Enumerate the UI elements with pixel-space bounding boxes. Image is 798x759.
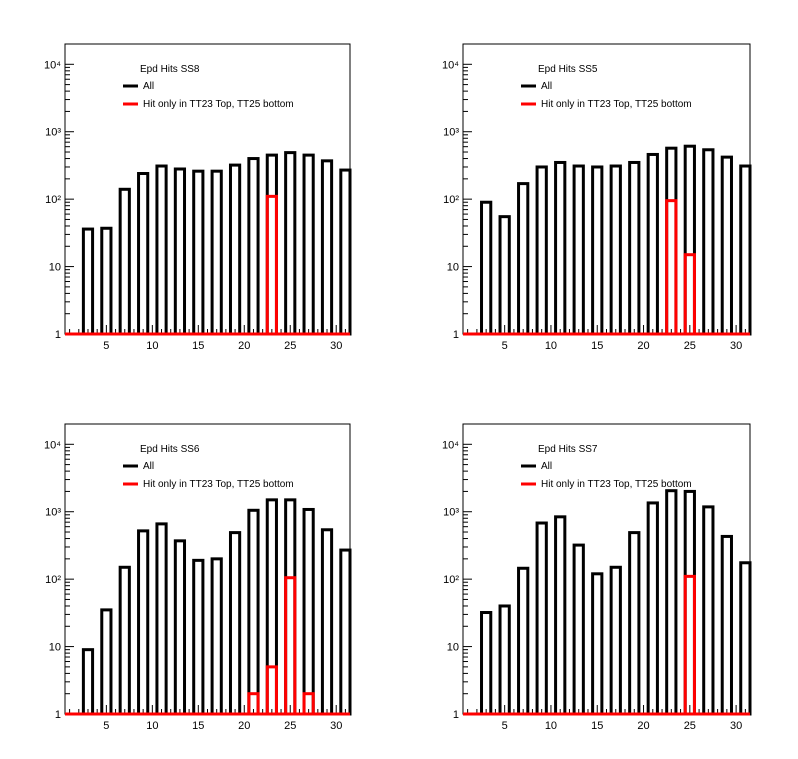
y-tick-label: 10³ xyxy=(443,127,459,139)
y-tick-label: 10² xyxy=(443,574,459,586)
legend-title: Epd Hits SS5 xyxy=(538,64,598,75)
legend-title: Epd Hits SS7 xyxy=(538,444,598,455)
x-tick-label: 10 xyxy=(545,340,557,352)
y-tick-label: 10⁴ xyxy=(442,439,459,451)
y-tick-label: 10 xyxy=(447,642,459,654)
x-tick-label: 5 xyxy=(502,720,508,732)
x-tick-label: 15 xyxy=(591,720,603,732)
legend-label-subset: Hit only in TT23 Top, TT25 bottom xyxy=(541,479,692,490)
y-tick-label: 10³ xyxy=(45,507,61,519)
x-tick-label: 10 xyxy=(146,340,158,352)
x-tick-label: 20 xyxy=(637,340,649,352)
x-tick-label: 10 xyxy=(545,720,557,732)
y-tick-label: 10⁴ xyxy=(44,439,61,451)
x-tick-label: 15 xyxy=(192,340,204,352)
x-tick-label: 25 xyxy=(684,720,696,732)
x-tick-label: 30 xyxy=(330,340,342,352)
legend-title: Epd Hits SS6 xyxy=(140,444,200,455)
chart-panel-4: 1 10 10² 10³ 10⁴ 5 10 15 20 25 30 Epd Hits SS7 All Hi… xyxy=(442,423,752,732)
x-tick-label: 30 xyxy=(730,340,742,352)
x-tick-label: 30 xyxy=(730,720,742,732)
legend-title: Epd Hits SS8 xyxy=(140,64,200,75)
y-tick-label: 10 xyxy=(49,642,61,654)
chart-panel-2: 1 10 10² 10³ 10⁴ 5 10 15 20 25 30 Epd Hits SS5 All Hi… xyxy=(442,43,752,352)
y-tick-label: 1 xyxy=(55,709,61,721)
x-tick-label: 15 xyxy=(192,720,204,732)
chart-panel-1: 1 10 10² 10³ 10⁴ 5 10 15 20 25 30 Epd Hits SS8 All Hi… xyxy=(44,43,352,352)
legend-label-subset: Hit only in TT23 Top, TT25 bottom xyxy=(143,479,294,490)
x-tick-label: 5 xyxy=(103,340,109,352)
y-tick-label: 1 xyxy=(453,329,459,341)
y-tick-label: 10² xyxy=(45,194,61,206)
x-tick-label: 30 xyxy=(330,720,342,732)
x-tick-label: 25 xyxy=(684,340,696,352)
y-tick-label: 10³ xyxy=(443,507,459,519)
y-tick-label: 10² xyxy=(443,194,459,206)
y-tick-label: 10⁴ xyxy=(442,59,459,71)
chart-panel-3: 1 10 10² 10³ 10⁴ 5 10 15 20 25 30 Epd Hits SS6 All Hi… xyxy=(44,423,352,732)
y-tick-label: 10² xyxy=(45,574,61,586)
y-tick-label: 1 xyxy=(453,709,459,721)
y-tick-label: 10 xyxy=(49,262,61,274)
y-tick-label: 10 xyxy=(447,262,459,274)
legend-label-subset: Hit only in TT23 Top, TT25 bottom xyxy=(541,99,692,110)
x-tick-label: 5 xyxy=(502,340,508,352)
y-tick-label: 10³ xyxy=(45,127,61,139)
x-tick-label: 10 xyxy=(146,720,158,732)
x-tick-label: 25 xyxy=(284,720,296,732)
legend-label-subset: Hit only in TT23 Top, TT25 bottom xyxy=(143,99,294,110)
y-tick-label: 10⁴ xyxy=(44,59,61,71)
legend-label-all: All xyxy=(143,81,154,92)
x-tick-label: 25 xyxy=(284,340,296,352)
legend-label-all: All xyxy=(541,81,552,92)
y-tick-label: 1 xyxy=(55,329,61,341)
x-tick-label: 20 xyxy=(238,720,250,732)
legend-label-all: All xyxy=(143,461,154,472)
x-tick-label: 20 xyxy=(238,340,250,352)
x-tick-label: 5 xyxy=(103,720,109,732)
x-tick-label: 15 xyxy=(591,340,603,352)
legend-label-all: All xyxy=(541,461,552,472)
x-tick-label: 20 xyxy=(637,720,649,732)
